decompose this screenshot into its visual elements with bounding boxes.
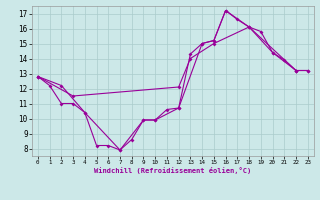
X-axis label: Windchill (Refroidissement éolien,°C): Windchill (Refroidissement éolien,°C) <box>94 167 252 174</box>
